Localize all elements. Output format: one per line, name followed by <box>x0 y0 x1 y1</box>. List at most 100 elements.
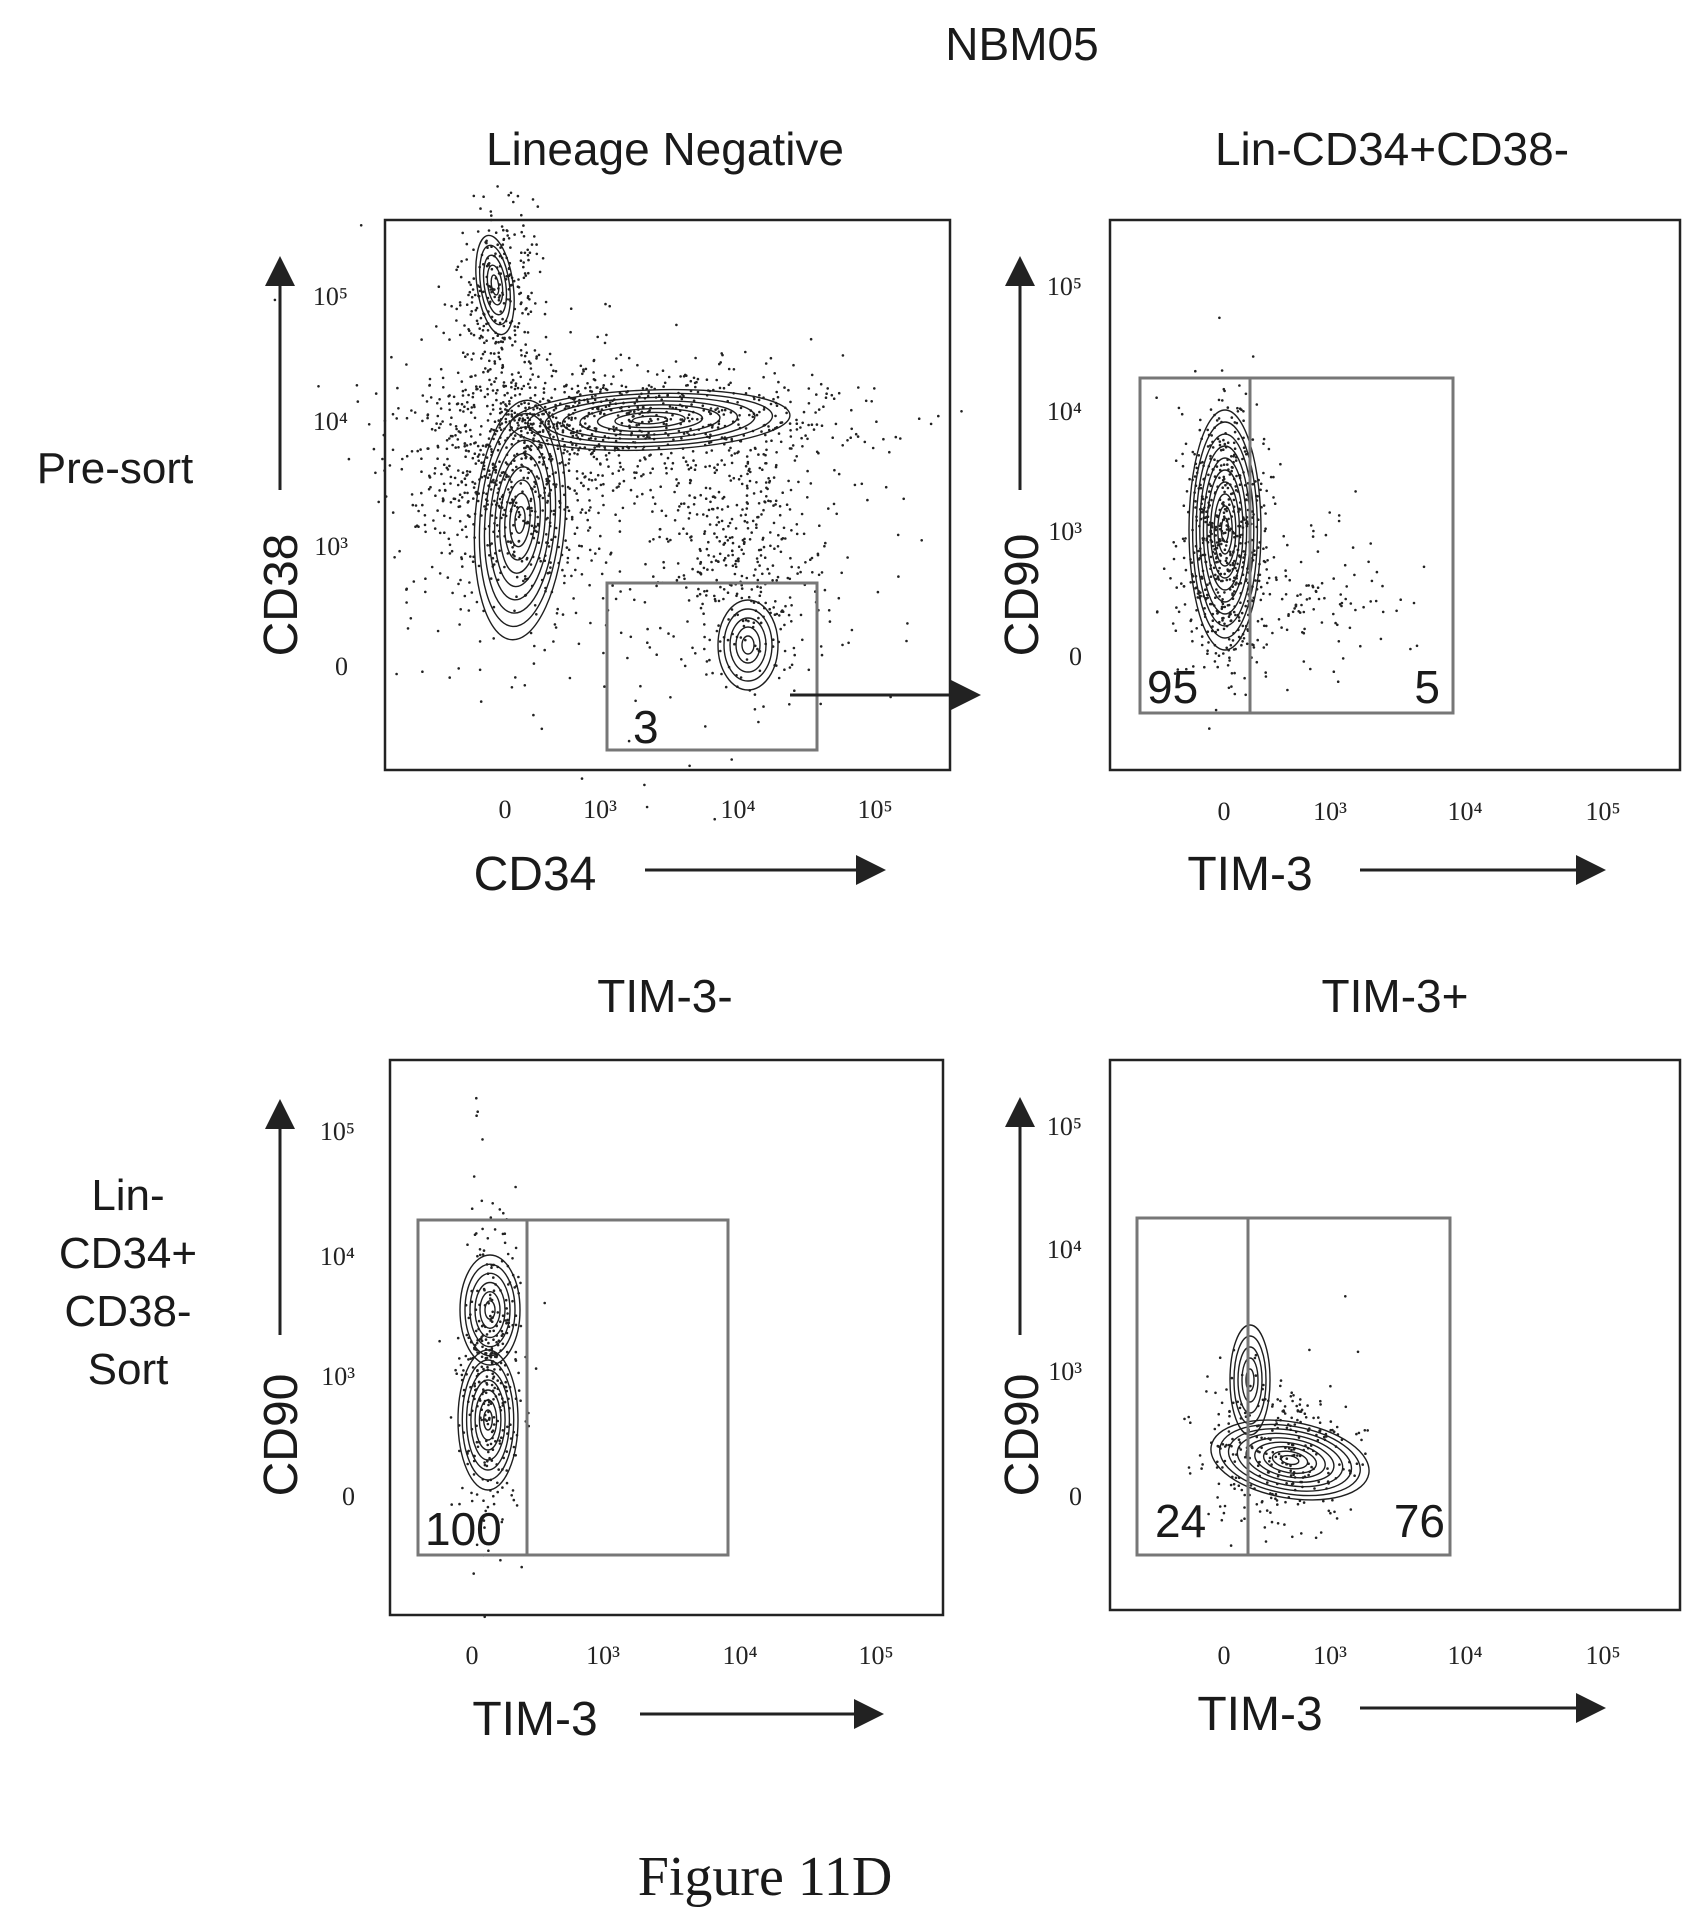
event-dot <box>545 477 548 481</box>
event-dot <box>513 609 516 613</box>
event-dot <box>835 512 838 516</box>
event-dot <box>1279 1399 1282 1403</box>
event-dot <box>1322 1499 1325 1503</box>
event-dot <box>771 564 775 567</box>
event-dot <box>531 373 534 376</box>
event-dot <box>722 559 726 562</box>
event-dot <box>441 497 445 500</box>
event-dot <box>1174 459 1178 463</box>
event-dot <box>530 444 533 448</box>
event-dot <box>1297 610 1300 613</box>
event-dot <box>1233 421 1237 424</box>
event-dot <box>498 442 501 446</box>
event-dot <box>470 1207 474 1210</box>
event-dot <box>756 515 759 519</box>
event-dot <box>501 1429 505 1432</box>
event-dot <box>627 411 631 415</box>
event-dot <box>748 479 752 483</box>
event-dot <box>594 552 597 555</box>
event-dot <box>507 1283 510 1286</box>
event-dot <box>436 401 439 405</box>
event-dot <box>1196 596 1199 599</box>
event-dot <box>436 457 439 461</box>
event-dot <box>783 649 787 653</box>
event-dot <box>423 514 427 517</box>
event-dot <box>686 463 689 467</box>
event-dot <box>669 417 673 421</box>
event-dot <box>691 450 695 453</box>
event-dot <box>533 485 536 489</box>
event-dot <box>1223 1504 1227 1508</box>
event-dot <box>569 330 572 334</box>
event-dot <box>503 337 506 341</box>
event-dot <box>753 693 757 696</box>
event-dot <box>1233 430 1237 434</box>
event-dot <box>535 357 538 360</box>
event-dot <box>1322 1435 1326 1439</box>
event-dot <box>467 1358 470 1361</box>
event-dot <box>1198 557 1201 560</box>
event-dot <box>510 1494 513 1497</box>
event-dot <box>541 397 545 401</box>
event-dot <box>570 416 573 420</box>
event-dot <box>1218 316 1221 320</box>
event-dot <box>514 382 518 385</box>
event-dot <box>456 438 460 441</box>
event-dot <box>1214 534 1217 537</box>
event-dot <box>502 324 506 328</box>
event-dot <box>471 288 475 291</box>
event-dot <box>495 429 499 433</box>
event-dot <box>1206 1375 1209 1378</box>
event-dot <box>442 463 446 467</box>
event-dot <box>629 635 633 639</box>
event-dot <box>628 420 632 423</box>
event-dot <box>719 361 722 364</box>
event-dot <box>584 511 588 515</box>
event-dot <box>488 359 491 363</box>
event-dot <box>574 444 578 447</box>
event-dot <box>1238 619 1241 622</box>
event-dot <box>481 444 485 448</box>
event-dot <box>719 585 722 589</box>
event-dot <box>432 519 435 522</box>
event-dot <box>1333 1510 1336 1514</box>
event-dot <box>499 407 502 411</box>
event-dot <box>505 1350 509 1354</box>
event-dot <box>764 462 767 465</box>
event-dot <box>734 565 738 569</box>
event-dot <box>1299 1410 1303 1413</box>
event-dot <box>718 640 722 643</box>
event-dot <box>1309 524 1313 527</box>
event-dot <box>731 541 735 545</box>
y-tick-label: 10⁵ <box>320 1117 355 1146</box>
event-dot <box>710 426 714 429</box>
event-dot <box>472 1572 476 1575</box>
event-dot <box>686 383 689 387</box>
event-dot <box>474 462 478 465</box>
event-dot <box>758 594 762 597</box>
event-dot <box>441 376 445 380</box>
event-dot <box>739 406 743 410</box>
event-dot <box>1229 1544 1233 1547</box>
event-dot <box>604 454 608 457</box>
event-dot <box>1283 1412 1287 1415</box>
event-dot <box>1320 621 1324 624</box>
event-dot <box>467 449 471 453</box>
event-dot <box>1227 615 1231 618</box>
event-dot <box>1274 1492 1278 1496</box>
event-dot <box>667 540 670 543</box>
event-dot <box>487 263 490 267</box>
event-dot <box>590 559 593 562</box>
event-dot <box>493 362 497 365</box>
event-dot <box>1201 460 1204 464</box>
event-dot <box>506 1318 509 1322</box>
event-dot <box>633 598 636 602</box>
x-axis-label: TIM-3 <box>1187 848 1312 901</box>
event-dot <box>840 571 843 575</box>
event-dot <box>635 423 638 427</box>
event-dot <box>541 463 545 466</box>
density-contour <box>561 400 739 440</box>
event-dot <box>727 449 731 452</box>
event-dot <box>713 594 716 598</box>
event-dot <box>563 420 566 423</box>
